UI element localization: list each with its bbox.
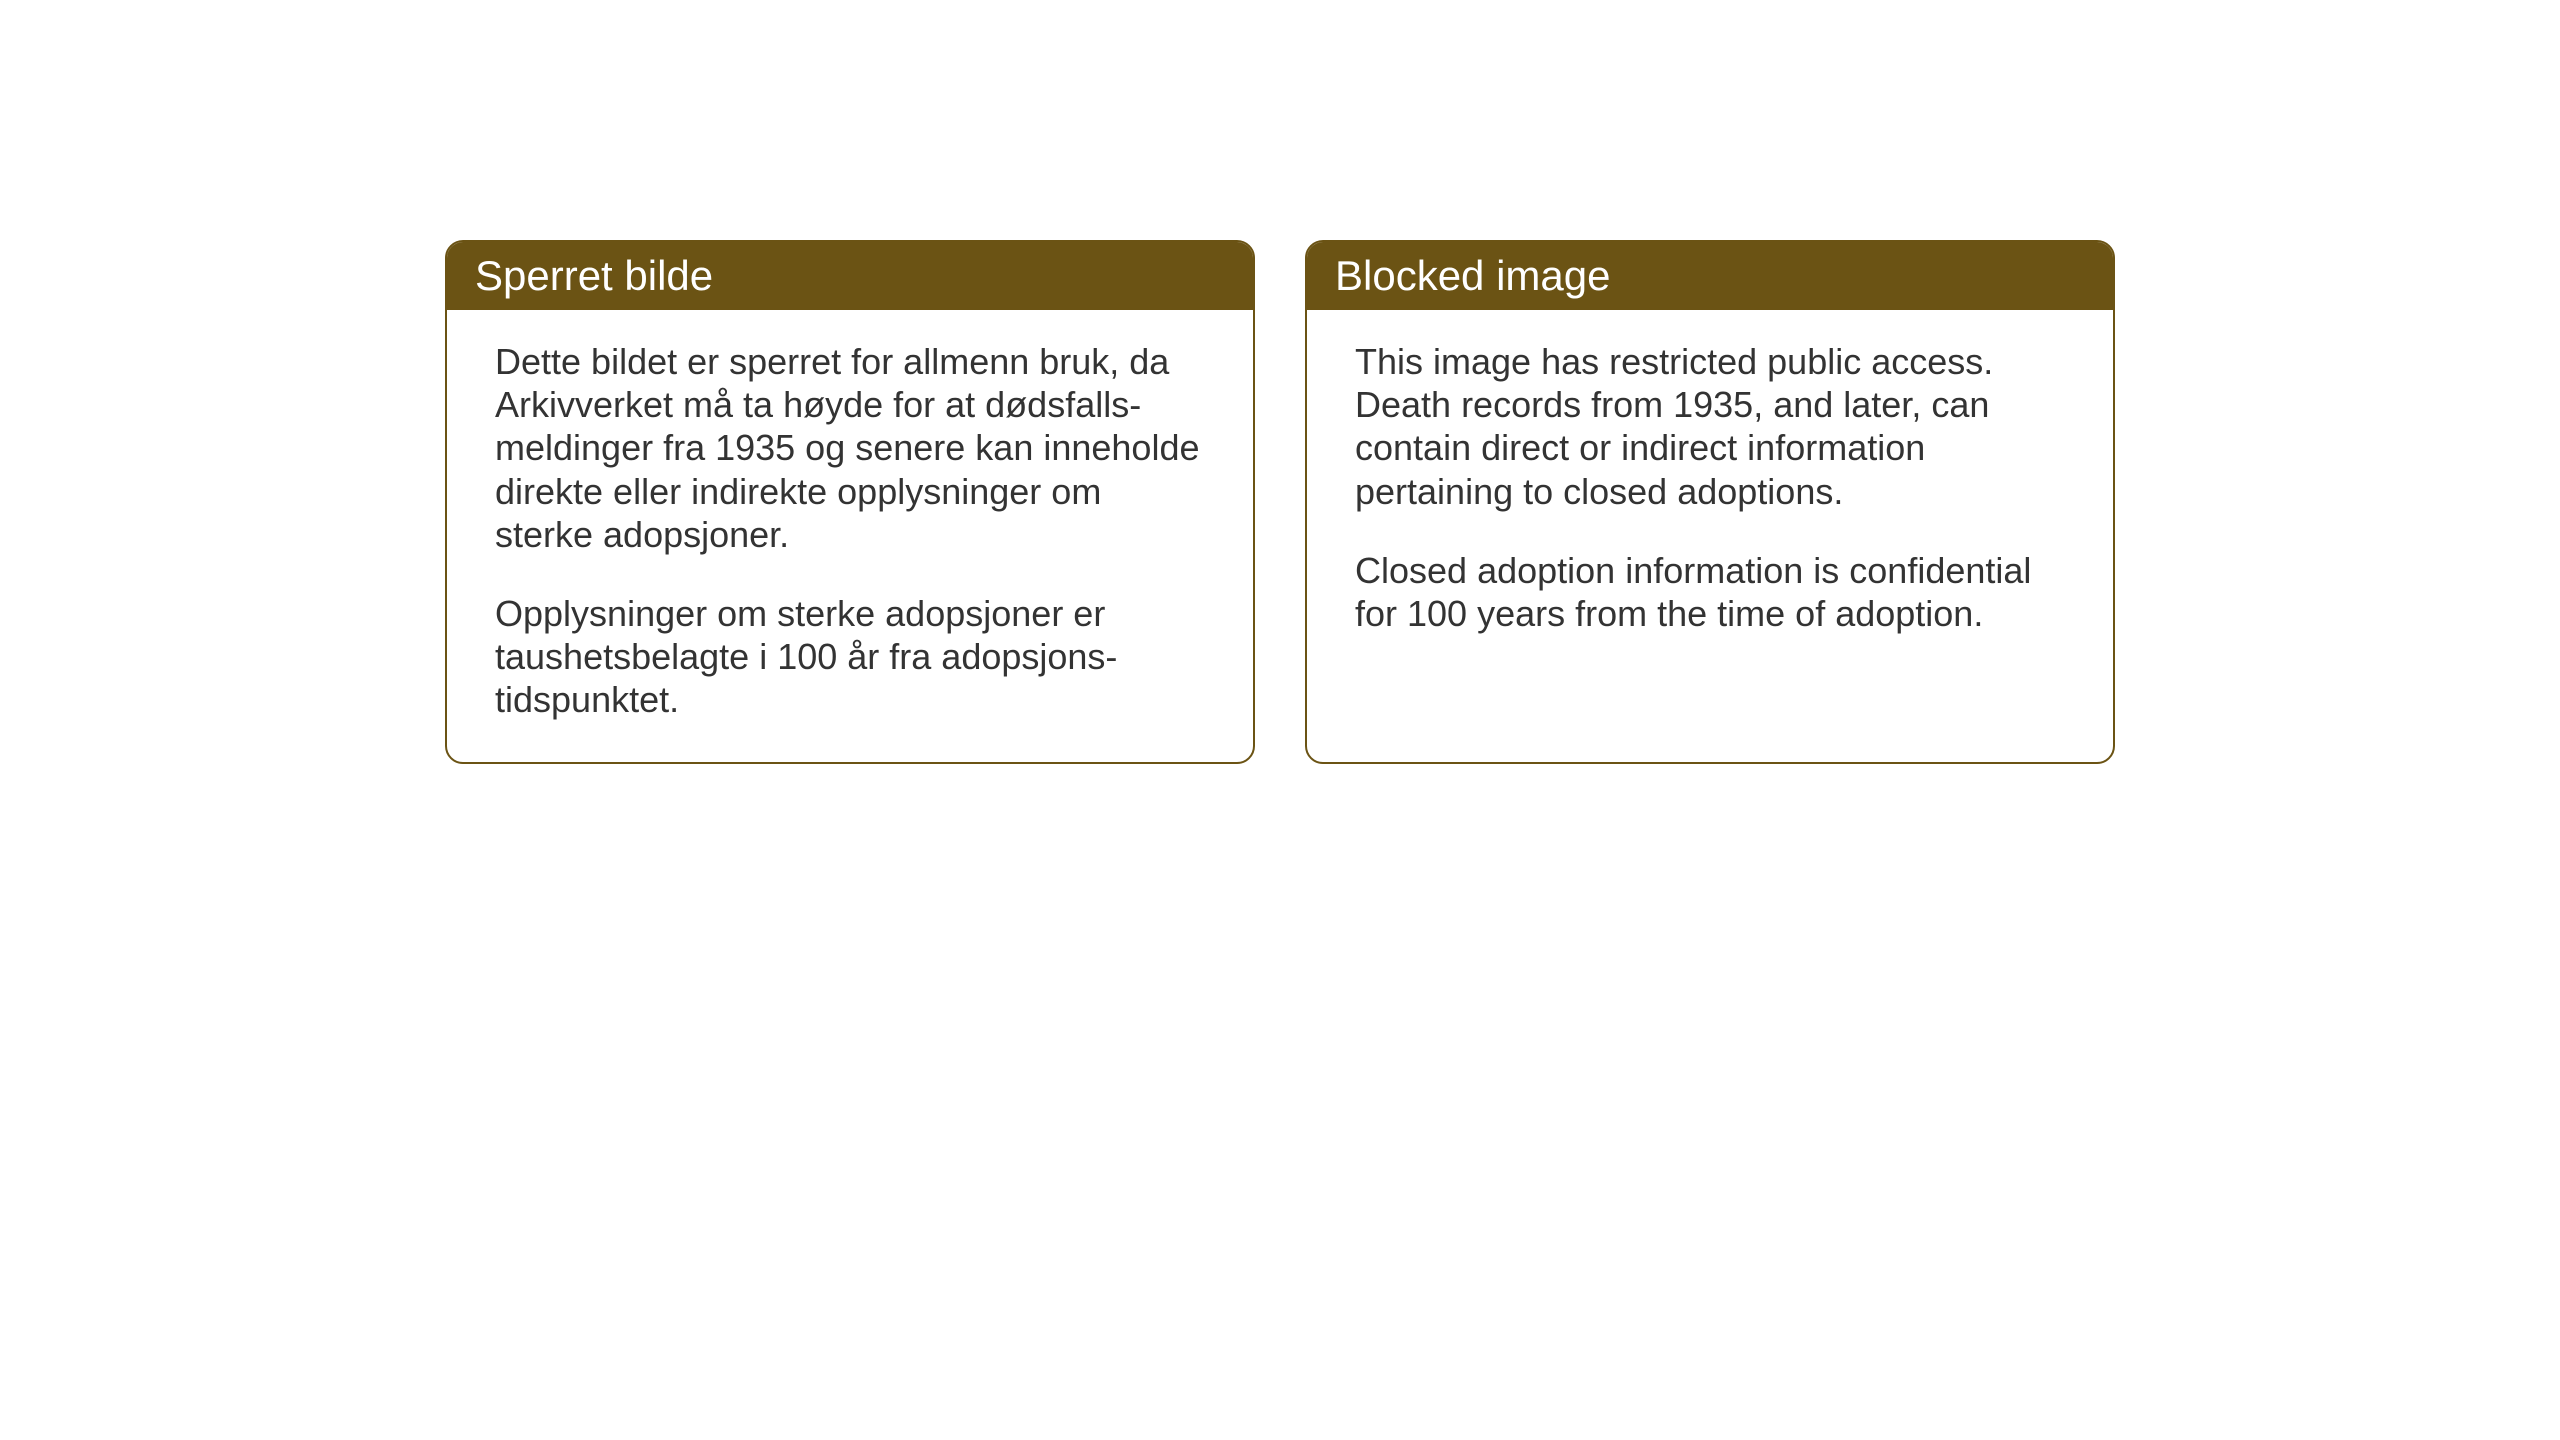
notice-card-norwegian: Sperret bilde Dette bildet er sperret fo… (445, 240, 1255, 764)
card-paragraph: Opplysninger om sterke adopsjoner er tau… (495, 592, 1205, 722)
card-paragraph: Closed adoption information is confident… (1355, 549, 2065, 635)
card-title: Blocked image (1335, 252, 1610, 299)
card-body: Dette bildet er sperret for allmenn bruk… (447, 310, 1253, 762)
card-title: Sperret bilde (475, 252, 713, 299)
card-paragraph: This image has restricted public access.… (1355, 340, 2065, 513)
card-header: Sperret bilde (447, 242, 1253, 310)
notice-cards-container: Sperret bilde Dette bildet er sperret fo… (445, 240, 2115, 764)
notice-card-english: Blocked image This image has restricted … (1305, 240, 2115, 764)
card-paragraph: Dette bildet er sperret for allmenn bruk… (495, 340, 1205, 556)
card-header: Blocked image (1307, 242, 2113, 310)
card-body: This image has restricted public access.… (1307, 310, 2113, 675)
